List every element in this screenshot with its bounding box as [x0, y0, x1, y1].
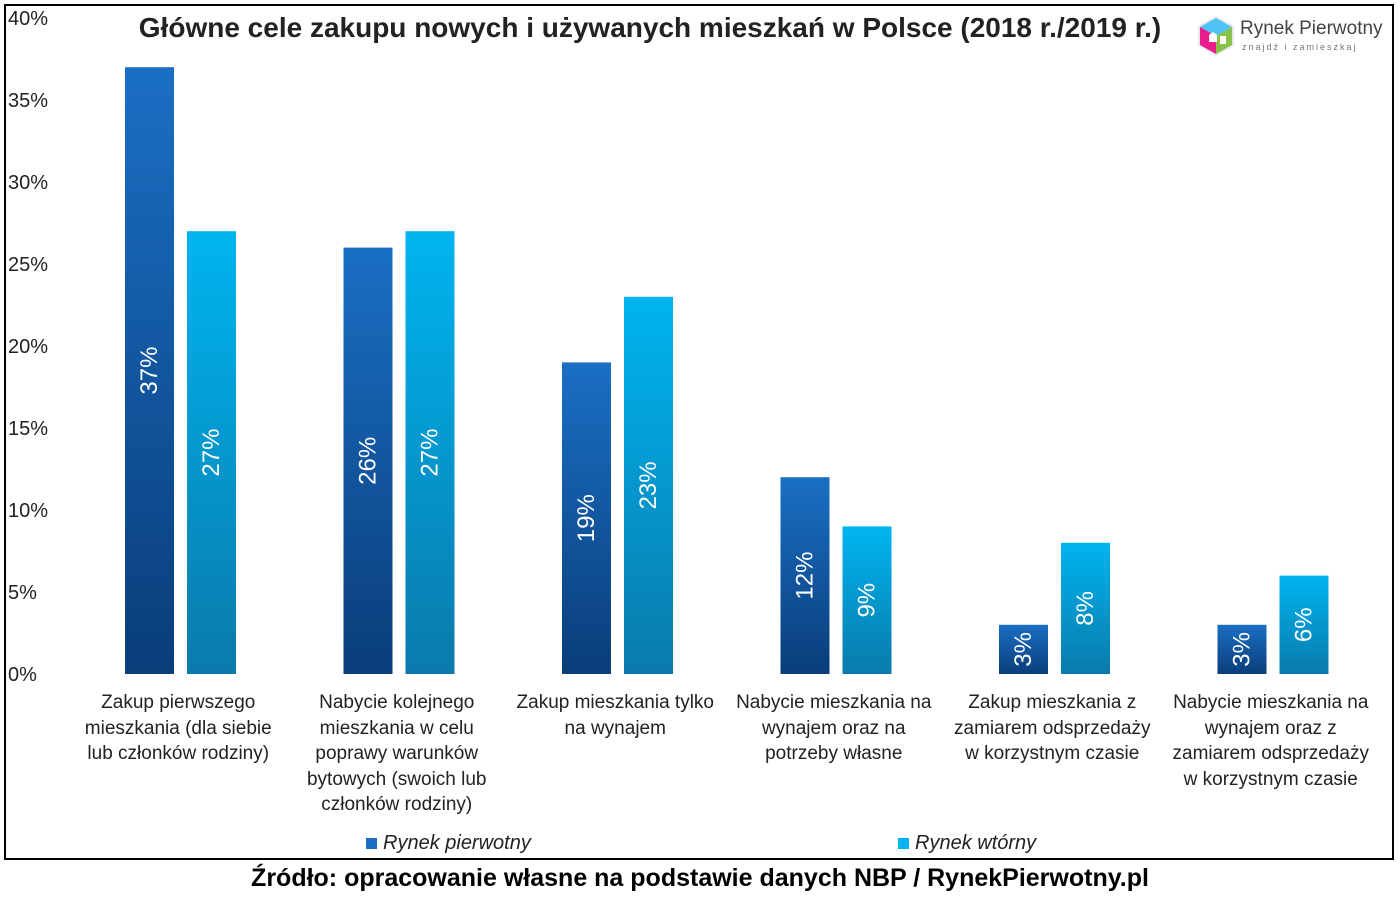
y-tick-label: 0% [8, 664, 37, 686]
bar-data-label: 8% [1072, 591, 1099, 626]
bar-data-label: 27% [198, 429, 225, 477]
bar-data-label: 3% [1229, 632, 1256, 667]
category-label: Nabycie mieszkania na wynajem oraz na potr… [725, 690, 944, 767]
y-tick-label: 35% [8, 90, 48, 112]
category-label-line: zamiarem odsprzedaży [1172, 743, 1369, 764]
bar-secondary [405, 231, 455, 674]
category-label-line: wynajem oraz z [1204, 717, 1337, 739]
legend-item-primary: Rynek pierwotny [366, 832, 531, 855]
bar-primary [562, 362, 611, 674]
y-tick-label: 15% [8, 418, 48, 440]
category-label-line: mieszkania w celu [319, 717, 474, 739]
bar-data-label: 23% [635, 461, 662, 509]
bar-data-label: 6% [1291, 607, 1318, 642]
logo: Rynek Pierwotny znajdź i zamieszkaj [1196, 14, 1386, 60]
category-label: Zakup pierwszego mieszkania (dla siebie lu… [69, 690, 288, 767]
category-label-line: Zakup mieszkania z [968, 692, 1137, 713]
bar-data-label: 27% [417, 429, 444, 477]
y-tick-label: 10% [8, 500, 48, 522]
category-label: Nabycie mieszkania na wynajem oraz z zamia… [1162, 690, 1381, 792]
category-label-line: Nabycie kolejnego [319, 692, 475, 713]
legend-item-secondary: Rynek wtórny [898, 832, 1036, 855]
bar-secondary [842, 526, 892, 674]
bar-data-label: 19% [573, 494, 600, 542]
logo-tagline: znajdź i zamieszkaj [1242, 42, 1358, 52]
logo-name: Rynek Pierwotny [1240, 18, 1383, 39]
y-tick-label: 30% [8, 172, 48, 194]
category-label-line: potrzeby własne [765, 743, 903, 764]
bar-data-label: 3% [1010, 632, 1037, 667]
bar-secondary [624, 296, 673, 674]
source-note: Źródło: opracowanie własne na podstawie … [251, 864, 1149, 892]
chart-title: Główne cele zakupu nowych i używanych mi… [138, 12, 1162, 43]
category-label-line: Zakup mieszkania tylko [516, 692, 714, 713]
y-tick-label: 20% [8, 336, 48, 358]
bar-secondary [187, 231, 236, 674]
bar-primary [343, 247, 393, 674]
category-label: Nabycie kolejnego mieszkania w celu popraw… [288, 690, 507, 818]
bar-data-label: 9% [854, 583, 881, 618]
category-label-line: wynajem oraz na [761, 717, 906, 739]
legend-label-secondary: Rynek wtórny [915, 832, 1037, 854]
category-label: Zakup mieszkania z zamiarem odsprzedaży w … [943, 690, 1162, 767]
bar-chart: 0% 5% 10% 15% 20% 25% 30% 35% 40% 37% 27% 26% 27% 19… [8, 8, 1329, 686]
bar-primary [125, 67, 174, 674]
bar-primary [999, 624, 1048, 674]
category-label-line: na wynajem [564, 717, 666, 739]
category-label-line: w korzystnym czasie [1183, 768, 1358, 790]
house-logo-icon [1198, 16, 1234, 56]
legend-swatch-secondary [898, 838, 909, 849]
y-tick-label: 40% [8, 8, 48, 30]
category-label-line: lub członków rodziny) [87, 743, 270, 764]
category-label-line: w korzystnym czasie [965, 743, 1140, 764]
bar-secondary [1061, 542, 1110, 674]
category-label-line: Zakup pierwszego [101, 692, 256, 713]
category-label-line: członków rodziny) [321, 794, 473, 815]
bar-data-label: 12% [792, 552, 819, 600]
y-axis: 0% 5% 10% 15% 20% 25% 30% 35% 40% [8, 8, 48, 686]
category-label-line: Nabycie mieszkania na [1173, 692, 1369, 713]
category-label: Zakup mieszkania tylko na wynajem [506, 690, 725, 741]
legend-swatch-primary [366, 838, 377, 849]
bar-data-label: 26% [355, 437, 382, 485]
category-label-line: poprawy warunków [315, 743, 479, 764]
bars: 37% 27% 26% 27% 19% 23% 12% 9% 3% 8% 3% 6% [125, 67, 1329, 674]
category-label-line: bytowych (swoich lub [306, 768, 487, 790]
bar-data-label: 37% [136, 347, 163, 395]
y-tick-label: 25% [8, 254, 48, 276]
category-label-line: mieszkania (dla siebie [84, 717, 272, 739]
y-tick-label: 5% [8, 582, 37, 604]
bar-primary [780, 477, 830, 674]
category-label-line: zamiarem odsprzedaży [954, 717, 1151, 739]
legend-label-primary: Rynek pierwotny [383, 832, 531, 854]
bar-primary [1217, 624, 1267, 674]
bar-secondary [1279, 575, 1329, 674]
category-label-line: Nabycie mieszkania na [736, 692, 932, 713]
